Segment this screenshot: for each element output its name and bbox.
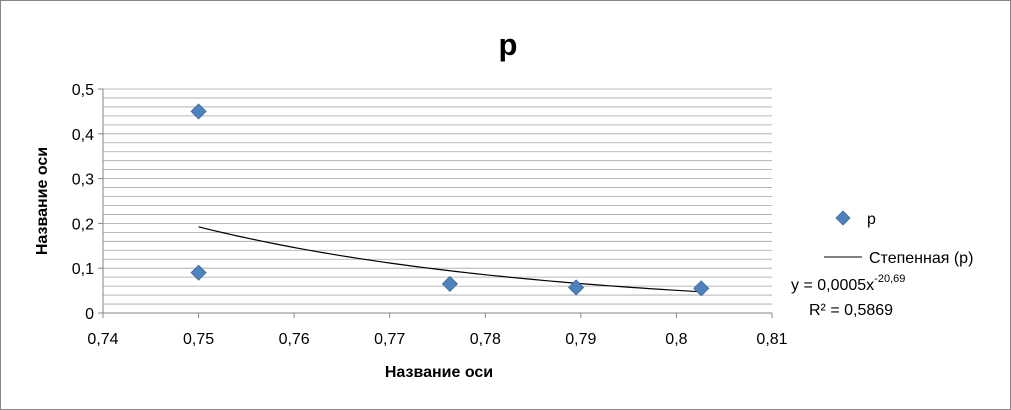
legend-label-series: p [867,211,876,228]
legend-label-trendline: Степенная (p) [869,250,973,267]
trendline-equation: y = 0,0005x-20,69 [791,273,905,294]
chart-title: p [499,27,518,62]
trendline-layer [198,226,702,293]
data-point [190,103,207,120]
y-axis-title: Название оси [34,147,51,255]
y-tick-label: 0,2 [72,216,94,233]
data-points [190,103,710,297]
x-tick-label: 0,78 [470,331,501,348]
data-point [441,275,458,292]
trendline-equation-base: y = 0,0005x [791,277,874,294]
x-tick-label: 0,75 [183,331,214,348]
trendline-equation-exponent: -20,69 [874,273,905,285]
y-tick-label: 0 [85,306,94,323]
axes [98,88,773,318]
y-tick-label: 0,1 [72,261,94,278]
legend-marker-diamond [835,210,851,226]
y-tick-label: 0,3 [72,172,94,189]
data-point [693,280,710,297]
y-tick-label: 0,5 [72,82,94,99]
x-tick-label: 0,81 [756,331,787,348]
x-tick-label: 0,77 [374,331,405,348]
y-tick-labels: 0 0,1 0,2 0,3 0,4 0,5 [72,82,94,323]
x-tick-label: 0,76 [279,331,310,348]
x-tick-label: 0,74 [87,331,118,348]
legend: p Степенная (p) y = 0,0005x-20,69 R² = 0… [791,210,973,319]
gridlines [103,88,772,305]
trendline-r-squared: R² = 0,5869 [809,302,893,319]
data-point [568,279,585,296]
x-tick-label: 0,79 [565,331,596,348]
y-tick-label: 0,4 [72,127,94,144]
x-tick-labels: 0,74 0,75 0,76 0,77 0,78 0,79 0,8 0,81 [87,331,787,348]
power-trendline [198,226,702,293]
x-axis-title: Название оси [385,364,493,381]
x-tick-label: 0,8 [665,331,687,348]
data-point [190,264,207,281]
